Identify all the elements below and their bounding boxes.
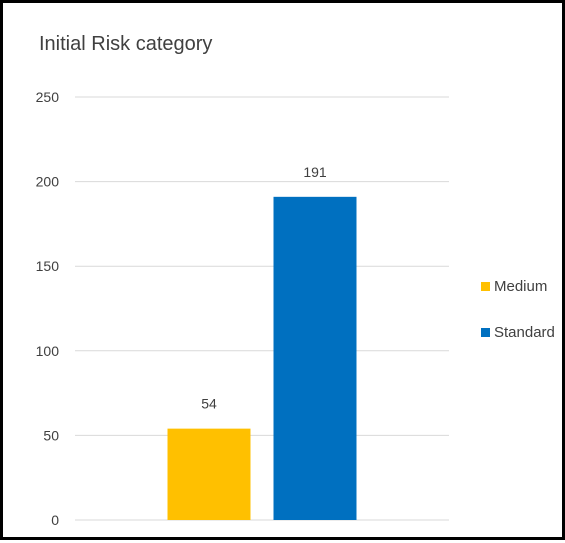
- legend-item-medium: Medium: [481, 275, 555, 297]
- y-tick-label: 100: [36, 343, 60, 359]
- legend-item-standard: Standard: [481, 321, 555, 343]
- data-label-medium: 54: [201, 396, 217, 412]
- chart-title: Initial Risk category: [39, 33, 213, 55]
- bar-chart: 0 50 100 150 200 250 54 191: [36, 89, 449, 528]
- y-tick-label: 50: [43, 427, 59, 443]
- bar-medium: [167, 428, 251, 520]
- legend-swatch-standard: [481, 327, 490, 337]
- legend-label-standard: Standard: [494, 323, 555, 341]
- legend-swatch-medium: [481, 281, 490, 291]
- bar-standard: [273, 196, 357, 520]
- y-tick-label: 0: [51, 512, 59, 528]
- data-label-standard: 191: [303, 164, 327, 180]
- y-tick-label: 250: [36, 89, 60, 105]
- legend-label-medium: Medium: [494, 277, 548, 295]
- legend: Medium Standard: [481, 275, 555, 367]
- y-tick-label: 200: [36, 174, 60, 190]
- y-tick-label: 150: [36, 258, 60, 274]
